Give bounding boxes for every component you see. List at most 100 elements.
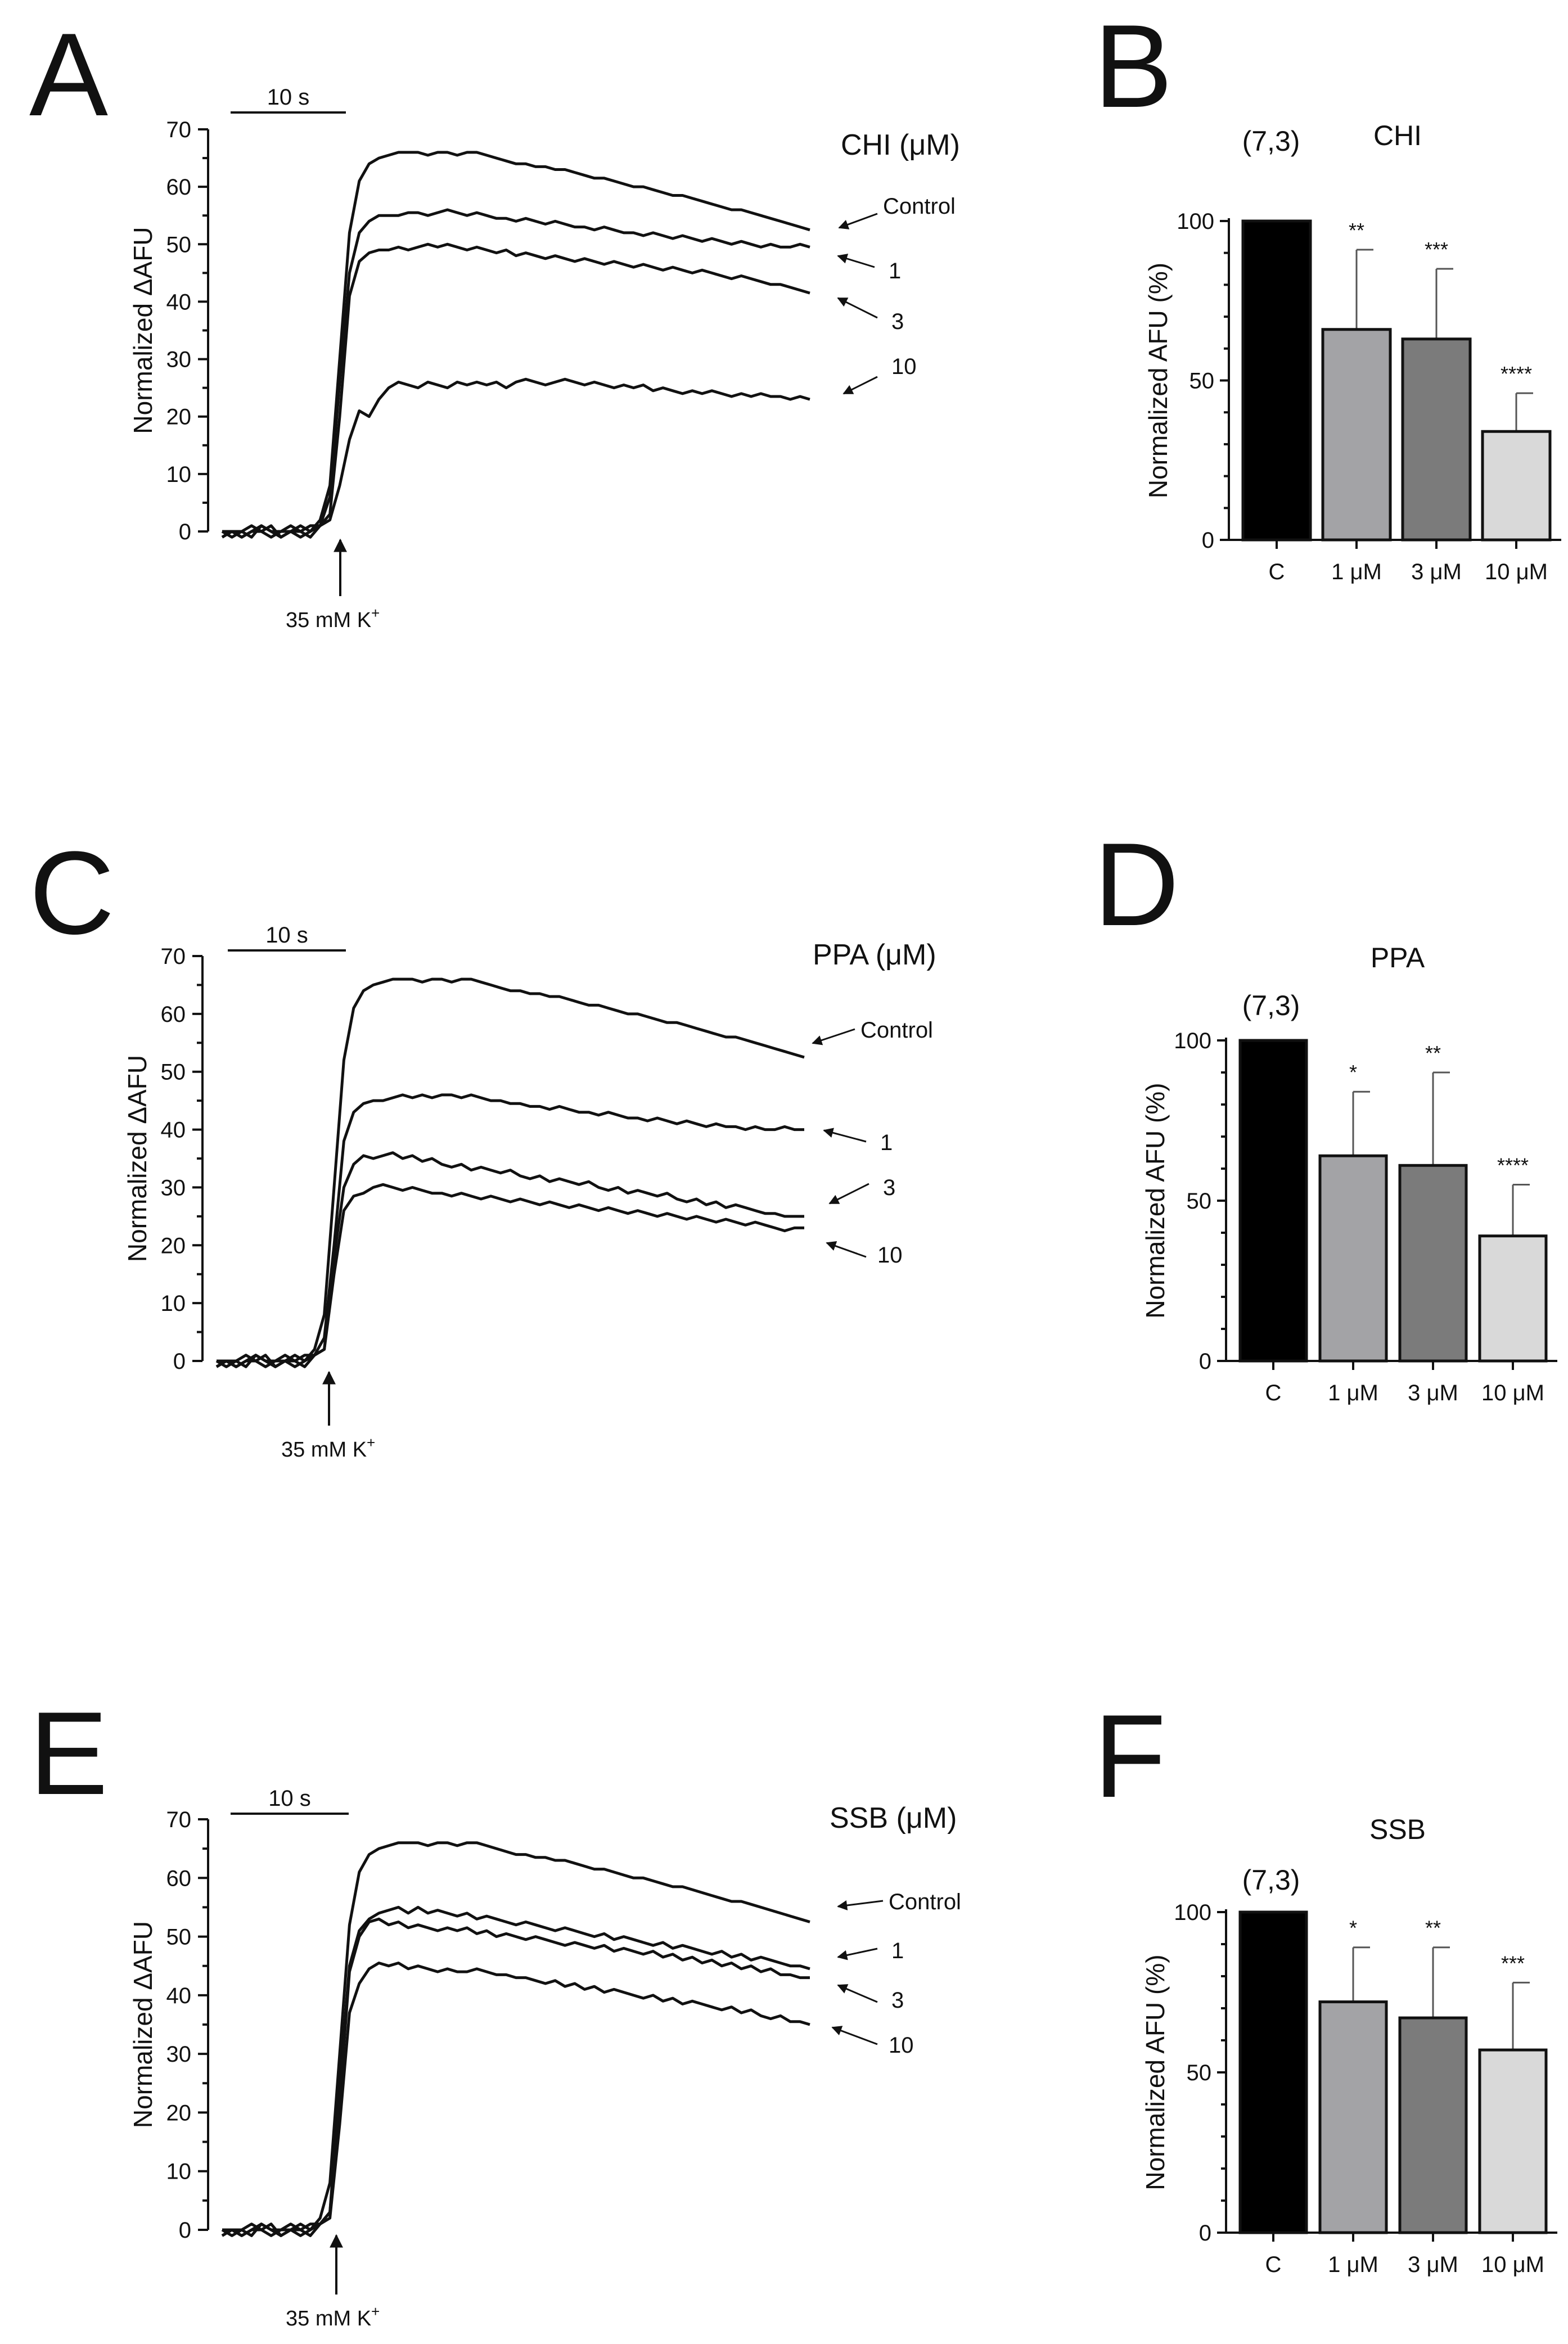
trace-10: [217, 1183, 804, 1368]
y-tick-label: 0: [1202, 528, 1214, 553]
n-label: (7,3): [1242, 125, 1300, 157]
panel-letter-A: A: [29, 8, 108, 141]
scale-bar-label: 10 s: [265, 923, 308, 948]
panel-C: C 0 10 20 30 40 50 60 70 Normalized ΔAFU 10 s 35 mM…: [29, 827, 936, 1462]
y-tick-label: 0: [1199, 1349, 1211, 1374]
condition-label: PPA (μM): [813, 939, 936, 971]
x-tick-label: 1 μM: [1331, 560, 1382, 584]
trace-control: [221, 151, 810, 539]
y-tick-label: 60: [161, 1002, 186, 1027]
y-tick-label: 40: [166, 1984, 192, 2008]
trace-label-arrow: [842, 376, 878, 395]
y-tick-label: 50: [1187, 1189, 1212, 1214]
trace-10: [222, 377, 810, 539]
trace-1: [215, 1093, 804, 1368]
panel-letter-D: D: [1094, 818, 1179, 950]
trace-label-10: 10: [891, 354, 917, 379]
trace-label-arrow: [812, 1028, 855, 1045]
panel-F: F SSB (7,3) 0 50 100 Normalized AFU (%) C * 1 μM *…: [1094, 1690, 1557, 2277]
y-tick-label: 70: [161, 944, 186, 969]
x-tick-label: 1 μM: [1328, 2252, 1378, 2277]
y-tick-label: 20: [161, 1233, 186, 1258]
y-axis-title: Normalized AFU (%): [1143, 263, 1173, 498]
bar-10-μm: [1481, 430, 1552, 542]
n-label: (7,3): [1242, 1864, 1300, 1896]
y-tick-label: 100: [1174, 1029, 1211, 1053]
panel-letter-C: C: [29, 827, 115, 959]
panel-D: D PPA (7,3) 0 50 100 Normalized AFU (%) C * 1 μM *…: [1094, 818, 1557, 1405]
significance-label: **: [1349, 219, 1364, 242]
x-tick-label: 3 μM: [1408, 1381, 1458, 1405]
bar-10-μm: [1478, 2048, 1548, 2234]
x-tick-label: 10 μM: [1481, 1381, 1544, 1405]
trace-label-arrow: [828, 1183, 869, 1205]
trace-1: [221, 1905, 810, 2237]
scale-bar-label: 10 s: [268, 1786, 311, 1811]
y-tick-label: 20: [166, 2100, 192, 2125]
trace-label-arrow: [837, 1900, 884, 1910]
trace-label-arrow: [826, 1241, 867, 1258]
y-axis-title: Normalized ΔAFU: [128, 1921, 157, 2128]
trace-label-arrow: [837, 297, 878, 319]
trace-1: [221, 208, 810, 539]
x-tick-label: C: [1269, 560, 1285, 584]
y-tick-label: 100: [1174, 1900, 1211, 1925]
stimulus-label: 35 mM K+: [286, 605, 380, 632]
y-tick-label: 10: [166, 462, 192, 487]
trace-label-1: 1: [891, 1939, 904, 1963]
y-tick-label: 40: [161, 1118, 186, 1143]
bar-3-μm: [1398, 1164, 1468, 1363]
bar-chart-title: CHI: [1373, 120, 1422, 151]
trace-label-control: Control: [860, 1018, 933, 1043]
stimulus-label: 35 mM K+: [286, 2303, 380, 2331]
scale-bar-label: 10 s: [267, 85, 310, 110]
y-tick-label: 60: [166, 175, 192, 200]
y-tick-label: 60: [166, 1866, 192, 1891]
bar-1-μm: [1318, 2000, 1388, 2234]
x-tick-label: 3 μM: [1408, 2252, 1458, 2277]
y-tick-label: 50: [1189, 369, 1215, 394]
trace-label-arrow: [837, 1948, 878, 1960]
y-tick-label: 70: [166, 1807, 192, 1832]
trace-label-1: 1: [880, 1130, 893, 1155]
trace-label-3: 3: [883, 1175, 895, 1200]
trace-label-control: Control: [889, 1890, 961, 1914]
y-tick-label: 10: [166, 2160, 192, 2184]
trace-label-arrow: [831, 2026, 878, 2045]
stimulus-superscript: +: [371, 2303, 380, 2320]
y-tick-label: 30: [166, 348, 192, 372]
stimulus-superscript: +: [371, 605, 380, 621]
bar-chart-title: PPA: [1371, 942, 1425, 973]
trace-label-1: 1: [889, 259, 901, 283]
panel-A: A 0 10 20 30 40 50 60 70 Normalized ΔAFU 10 s 35 mM…: [29, 8, 960, 632]
y-tick-label: 20: [166, 405, 192, 430]
significance-label: ***: [1501, 1951, 1525, 1975]
x-tick-label: 10 μM: [1485, 560, 1548, 584]
y-axis-title: Normalized ΔAFU: [128, 227, 157, 434]
condition-label: CHI (μM): [841, 129, 960, 161]
y-tick-label: 50: [1187, 2061, 1212, 2085]
x-tick-label: C: [1265, 1381, 1282, 1405]
bar-chart-title: SSB: [1369, 1814, 1426, 1845]
panel-B: B CHI (7,3) 0 50 100 Normalized AFU (%) C ** 1 μM…: [1094, 0, 1561, 584]
y-tick-label: 30: [166, 2042, 192, 2067]
significance-label: ****: [1497, 1154, 1529, 1177]
y-tick-label: 50: [166, 1925, 192, 1950]
bar-c: [1238, 1039, 1308, 1363]
panel-letter-E: E: [29, 1687, 108, 1819]
trace-label-control: Control: [883, 194, 956, 219]
y-tick-label: 0: [173, 1349, 186, 1374]
y-tick-label: 50: [166, 232, 192, 257]
significance-label: **: [1425, 1917, 1441, 1940]
trace-control: [215, 977, 805, 1368]
trace-3: [221, 242, 810, 539]
bar-1-μm: [1321, 328, 1392, 542]
trace-label-3: 3: [891, 309, 904, 334]
bar-c: [1238, 1910, 1308, 2234]
bar-3-μm: [1401, 337, 1472, 542]
bar-10-μm: [1478, 1234, 1548, 1363]
y-tick-label: 100: [1177, 209, 1214, 234]
trace-3: [221, 1917, 810, 2237]
stimulus-superscript: +: [367, 1434, 375, 1451]
y-tick-label: 0: [1199, 2221, 1211, 2246]
